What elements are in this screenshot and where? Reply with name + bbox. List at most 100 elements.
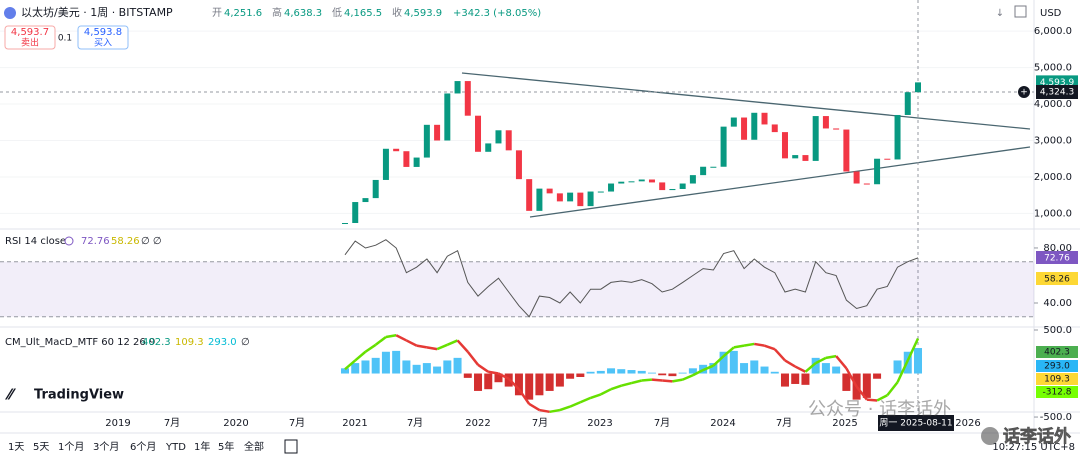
macd-line-segment — [344, 359, 357, 371]
macd-histogram-bar — [433, 366, 442, 374]
date-range-icon[interactable] — [284, 439, 298, 454]
candle — [822, 116, 829, 129]
macd-axis-box — [1036, 360, 1078, 372]
candle — [638, 179, 645, 182]
y-tick-label: 6,000.0 — [1034, 26, 1072, 37]
macd-line-segment — [784, 359, 796, 368]
trend-line — [461, 72, 1031, 130]
macd-histogram-bar — [729, 350, 738, 374]
macd-histogram-bar — [832, 366, 841, 374]
candle — [382, 148, 389, 180]
macd-line-segment — [672, 378, 683, 383]
macd-line-segment — [620, 381, 632, 387]
range-button[interactable]: 1年 — [194, 440, 210, 453]
watermark-badge: 话李话外 — [1003, 426, 1071, 447]
y-tick-label: 40.00 — [1043, 298, 1072, 309]
macd-histogram-bar — [893, 360, 902, 374]
macd-histogram-bar — [545, 373, 554, 391]
x-tick-label: 2020 — [223, 418, 248, 429]
range-button[interactable]: 3个月 — [93, 441, 119, 453]
macd-line-segment — [631, 379, 643, 385]
y-tick-label: 80.00 — [1043, 243, 1072, 254]
candle — [894, 114, 901, 160]
rsi-line — [344, 239, 919, 318]
macd-line-segment — [794, 365, 807, 373]
macd-line-segment — [385, 333, 397, 339]
macd-line-segment — [354, 350, 367, 362]
symbol[interactable]: 以太坊/美元 · 1周 · BITSTAMP — [21, 5, 173, 19]
cursor-date: 周一 2025-08-11 — [879, 418, 952, 429]
macd-line-segment — [405, 339, 418, 347]
clock[interactable]: 10:27:15 UTC+8 — [992, 442, 1075, 453]
ohlc-value: 4,165.5 — [344, 8, 382, 19]
candle — [597, 191, 604, 193]
macd-title[interactable]: CM_Ult_MacD_MTF 60 12 26 9 — [5, 337, 155, 348]
range-button[interactable]: 全部 — [244, 440, 264, 453]
candle — [618, 181, 625, 184]
candle — [792, 155, 799, 159]
range-button[interactable]: YTD — [165, 442, 186, 453]
scroll-icon[interactable]: ↓ — [996, 8, 1004, 19]
macd-line-segment — [466, 350, 480, 366]
ohlc-label: 低 — [332, 6, 342, 19]
x-tick-label: 2025 — [832, 418, 857, 429]
macd-line-segment — [692, 368, 704, 377]
candle — [372, 179, 379, 199]
candle — [761, 112, 768, 125]
candle — [342, 223, 348, 225]
macd-histogram-bar — [443, 360, 452, 374]
macd-line-segment — [641, 378, 653, 382]
range-button[interactable]: 5天 — [33, 442, 49, 453]
macd-histogram-bar — [422, 363, 431, 374]
watermark-icon — [981, 427, 999, 445]
macd-line-segment — [906, 337, 920, 361]
add-alert-plus[interactable]: + — [1020, 88, 1028, 98]
range-button[interactable]: 1天 — [8, 442, 24, 453]
candle — [648, 179, 655, 183]
rsi-title[interactable]: RSI 14 close — [5, 236, 66, 247]
rsi-axis-ma: 58.26 — [1044, 275, 1070, 285]
ohlc-label: 高 — [272, 6, 282, 19]
macd-value: ∅ — [241, 337, 250, 348]
macd-histogram-bar — [361, 360, 370, 374]
y-tick-label: 1,000.0 — [1034, 208, 1072, 219]
macd-histogram-bar — [678, 372, 687, 374]
macd-line-segment — [896, 359, 909, 383]
y-tick-label: 5,000.0 — [1034, 63, 1072, 74]
brand: TradingView — [34, 388, 124, 403]
range-button[interactable]: 6个月 — [130, 441, 156, 453]
candle — [628, 181, 635, 183]
candle — [863, 183, 870, 185]
macd-line-segment — [456, 339, 469, 353]
macd-line-segment — [773, 348, 786, 362]
currency[interactable]: USD — [1040, 8, 1062, 19]
watermark: 公众号 · 话李话外 — [808, 399, 951, 420]
x-tick-label: 7月 — [407, 417, 423, 429]
range-button[interactable]: 1个月 — [58, 441, 84, 453]
candle — [485, 143, 492, 152]
candle — [833, 128, 840, 130]
macd-histogram-bar — [463, 373, 472, 378]
macd-histogram-bar — [341, 368, 349, 374]
candle — [853, 171, 860, 184]
maximize-icon[interactable] — [1014, 5, 1027, 18]
macd-line-segment — [866, 398, 878, 402]
rsi-settings-icon[interactable] — [64, 236, 74, 246]
candle — [730, 117, 737, 127]
sell-button[interactable] — [4, 25, 56, 50]
buy-button[interactable] — [77, 25, 129, 50]
candle — [393, 148, 400, 152]
macd-histogram-bar — [566, 373, 575, 379]
candle — [904, 92, 911, 115]
macd-histogram-bar — [371, 357, 380, 374]
macd-axis-value: 109.3 — [1044, 375, 1070, 385]
candle — [608, 183, 615, 192]
x-tick-label: 2019 — [105, 418, 130, 429]
macd-axis-value: 402.3 — [1044, 348, 1070, 358]
range-button[interactable]: 5年 — [218, 440, 234, 453]
add-alert-icon[interactable] — [1018, 86, 1030, 98]
rsi-ma-value: 58.26 — [111, 236, 140, 247]
macd-histogram-bar — [381, 351, 390, 374]
candle — [771, 124, 778, 133]
